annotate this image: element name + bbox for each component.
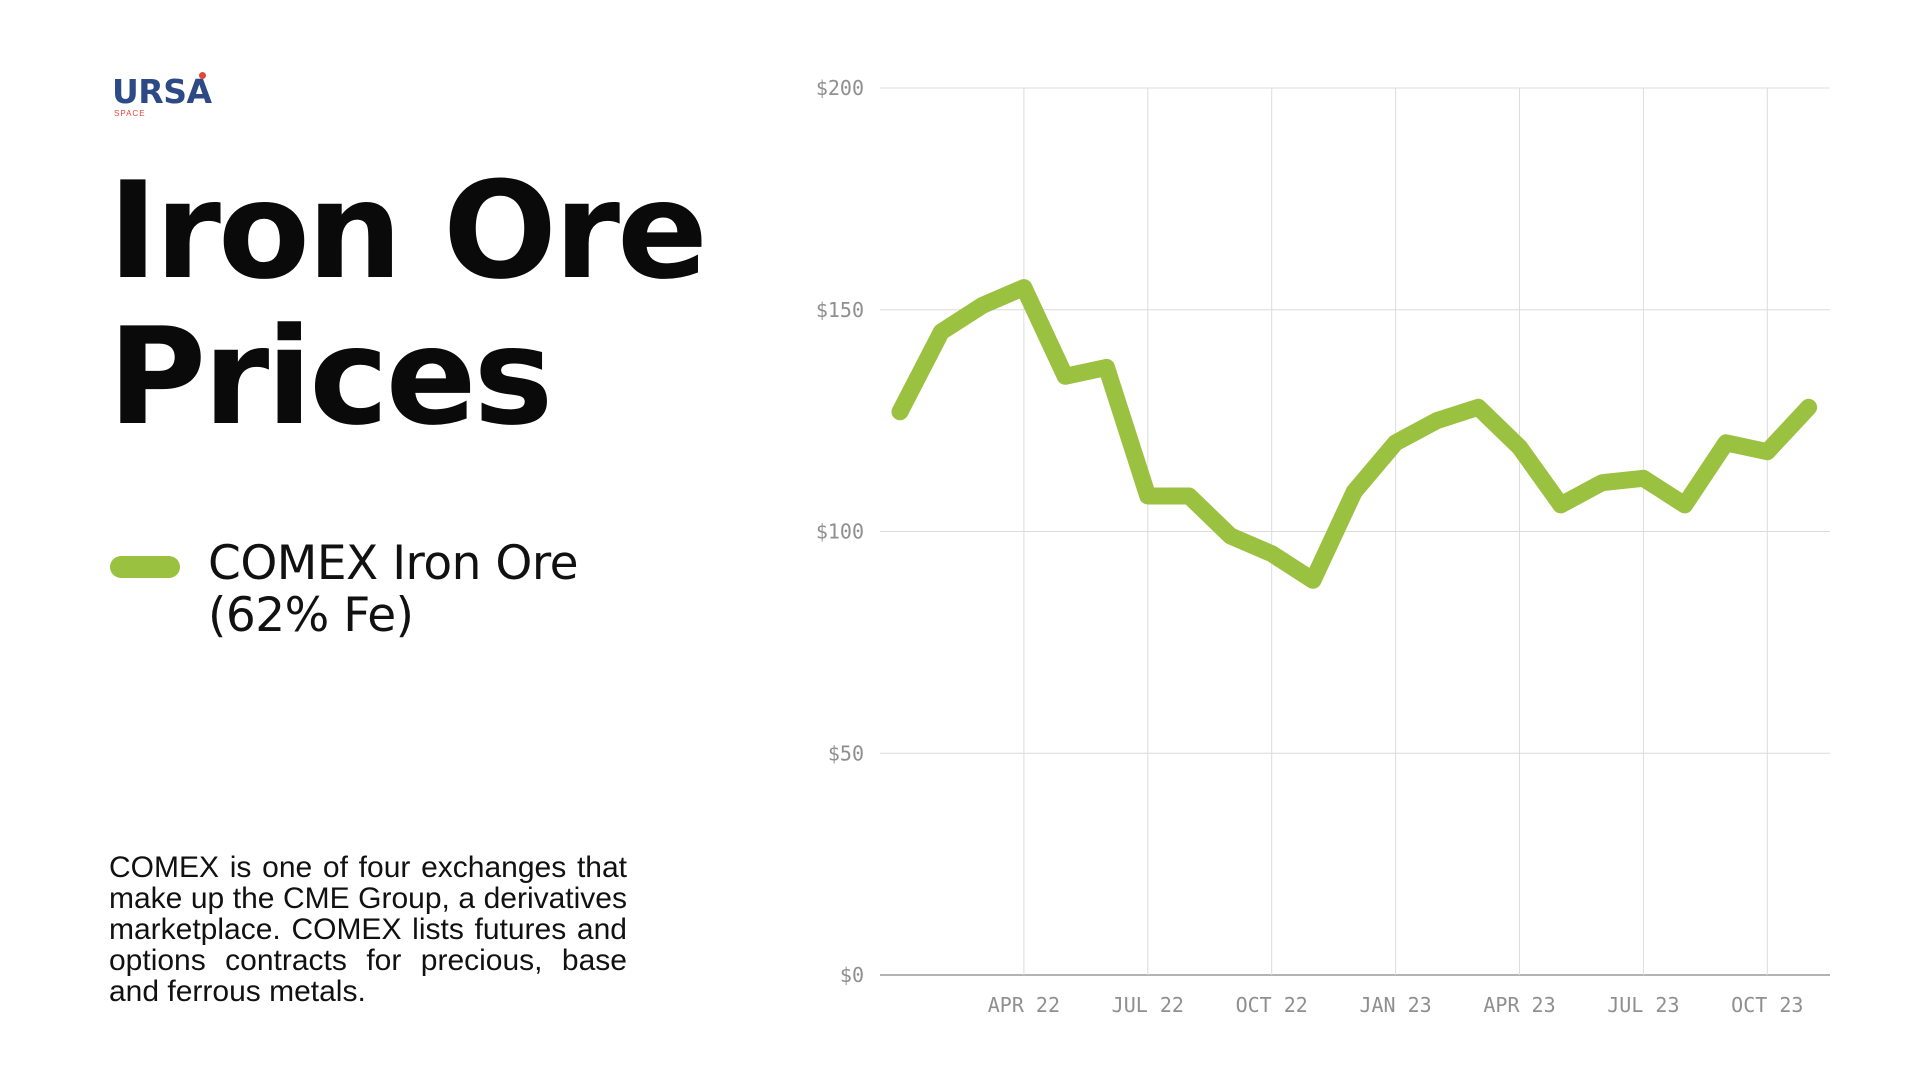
x-tick-label: JUL 23 [1607,993,1679,1017]
y-axis-labels: $0 $50 $100 $150 $200 [816,76,864,987]
series-line [891,279,1818,589]
description-text: COMEX is one of four exchanges that make… [109,851,627,1008]
y-tick-label: $150 [816,298,864,322]
page-title: Iron Ore Prices [108,153,708,455]
y-tick-label: $0 [840,963,864,987]
ursa-space-logo: URSA SPACE [112,70,222,120]
x-tick-label: JUL 22 [1112,993,1184,1017]
x-axis-labels: APR 22 JUL 22 OCT 22 JAN 23 APR 23 JUL 23 OCT … [988,993,1804,1017]
vertical-grid [1023,88,1768,975]
y-tick-label: $200 [816,76,864,100]
logo-wordmark: URSA [112,72,212,111]
legend-label: COMEX Iron Ore (62% Fe) [208,536,579,643]
x-tick-label: APR 23 [1483,993,1555,1017]
series-group [891,279,1818,589]
y-tick-label: $100 [816,520,864,544]
x-tick-label: OCT 23 [1731,993,1803,1017]
x-tick-label: APR 22 [988,993,1060,1017]
logo-dot-icon [199,72,206,79]
title-line-1: Iron Ore [108,153,708,309]
legend-swatch [110,556,180,578]
x-tick-label: OCT 22 [1236,993,1308,1017]
title-line-2: Prices [108,299,553,455]
y-tick-label: $50 [828,741,864,765]
horizontal-grid [880,87,1830,976]
logo-subtitle: SPACE [114,109,146,118]
x-tick-label: JAN 23 [1359,993,1431,1017]
